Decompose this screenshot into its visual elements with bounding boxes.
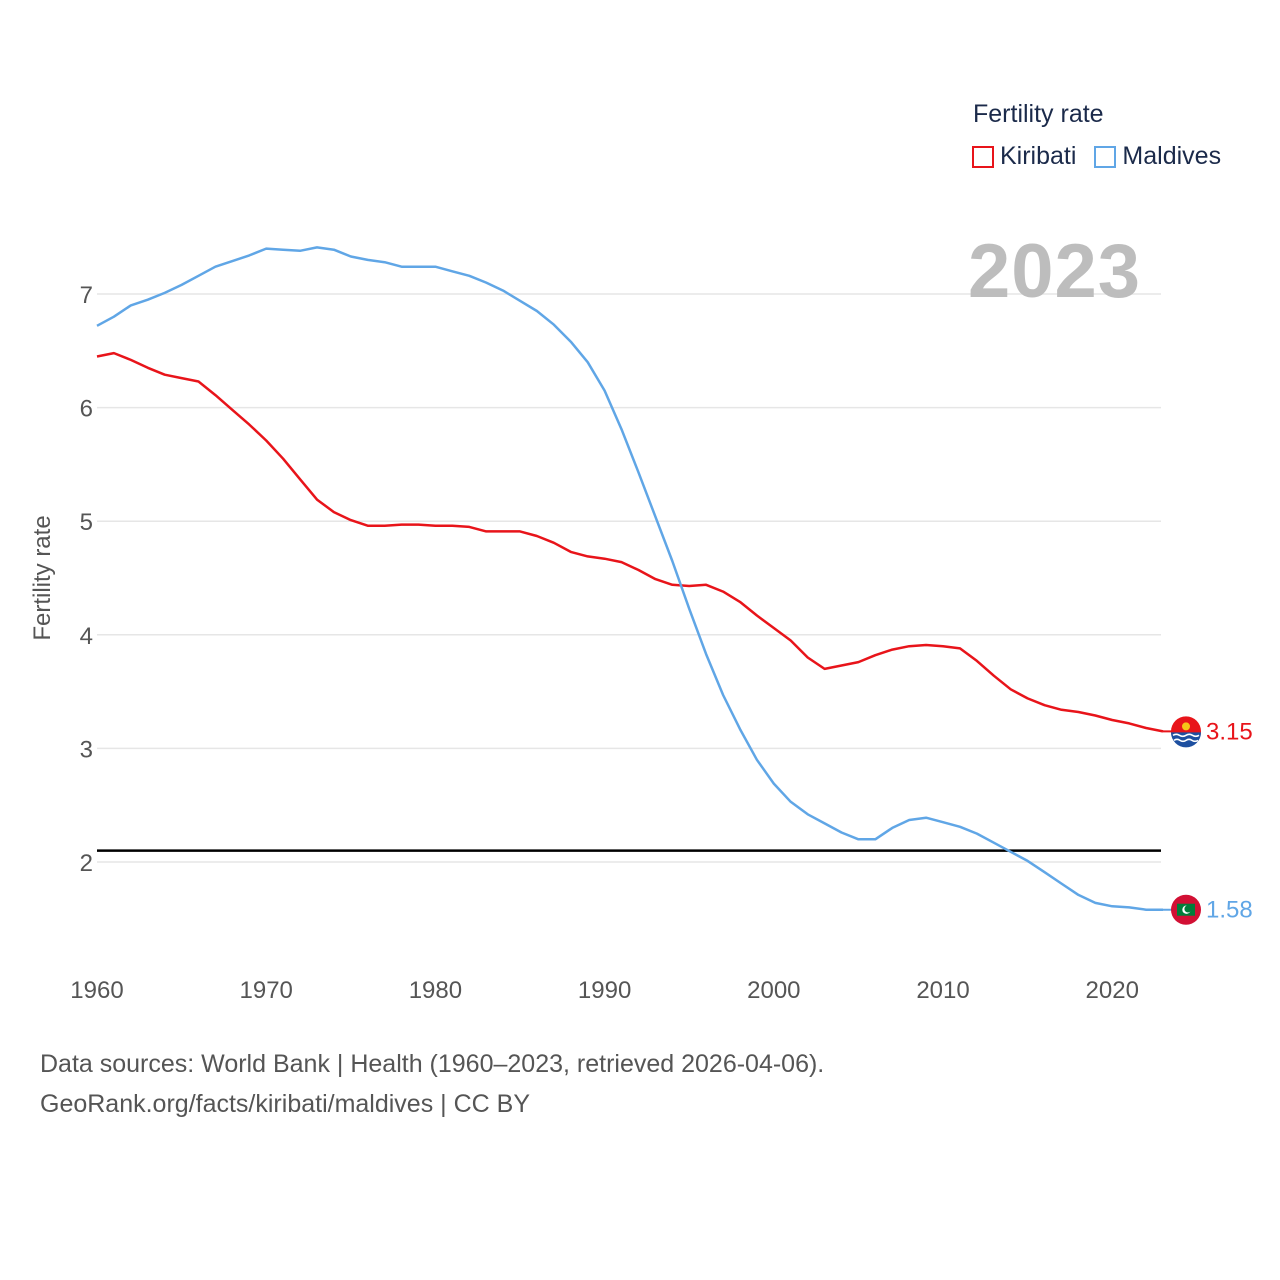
legend-item-kiribati[interactable]: Kiribati [972,142,1076,171]
series-line-kiribati[interactable] [96,351,1164,733]
x-tick-label: 1970 [240,977,293,1004]
x-tick-label: 2010 [916,977,969,1004]
y-tick-label: 7 [80,282,93,309]
y-tick-label: 2 [80,850,93,877]
x-tick-labels: 1960 1970 1980 1990 2000 2010 2020 [70,977,1139,1004]
x-tick-label: 1960 [70,977,123,1004]
y-tick-label: 6 [80,396,93,423]
footer-source: Data sources: World Bank | Health (1960–… [40,1050,825,1078]
year-label: 2023 [968,229,1142,314]
x-tick-label: 1990 [578,977,631,1004]
legend-label-kiribati: Kiribati [1000,142,1077,170]
legend-item-maldives[interactable]: Maldives [1094,142,1221,171]
x-tick-label: 1980 [409,977,462,1004]
x-tick-label: 2000 [747,977,800,1004]
legend-label-maldives: Maldives [1122,142,1222,170]
grid-lines [97,293,1161,863]
legend-swatch-kiribati [972,145,994,168]
y-axis-title: Fertility rate [29,515,56,641]
legend-swatch-maldives [1094,145,1117,168]
legend-title: Fertility rate [973,100,1104,128]
y-tick-labels: 2 3 4 5 6 7 [80,282,93,877]
y-tick-label: 4 [80,623,93,650]
kiribati-flag-icon [1171,716,1201,748]
y-tick-label: 3 [80,736,93,763]
end-label-kiribati: 3.15 [1206,718,1253,745]
end-labels: 3.15 1.58 [1163,716,1253,925]
maldives-flag-icon [1171,894,1201,925]
footer-link[interactable]: GeoRank.org/facts/kiribati/maldives | CC… [40,1090,531,1118]
end-label-maldives: 1.58 [1206,897,1253,924]
legend: Kiribati Maldives [972,142,1239,171]
x-tick-label: 2020 [1086,977,1139,1004]
series-layer [96,246,1164,911]
footer: Data sources: World Bank | Health (1960–… [40,1044,824,1124]
y-tick-label: 5 [80,509,93,536]
series-line-maldives[interactable] [96,246,1163,911]
